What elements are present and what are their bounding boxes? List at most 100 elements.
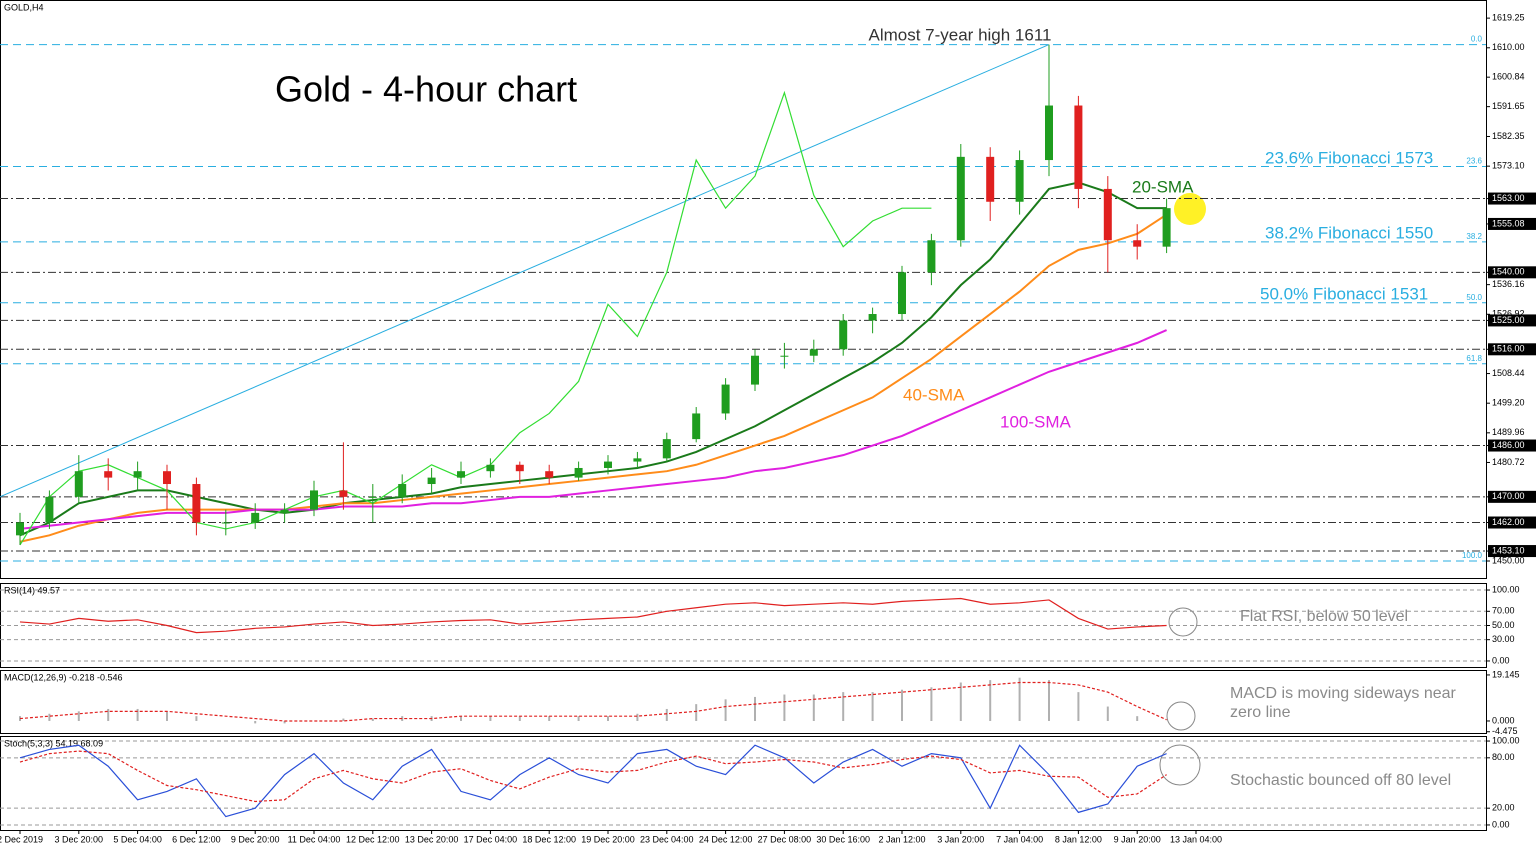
annotation: Almost 7-year high 1611 [868, 25, 1051, 44]
x-tick-label: 9 Dec 20:00 [231, 834, 280, 844]
annotation: MACD is moving sideways near zero line [1230, 685, 1456, 721]
y-tick-label: 1573.10 [1492, 161, 1525, 171]
candle-body [809, 349, 818, 356]
histogram-bar [989, 680, 992, 721]
x-tick-label: 3 Dec 20:00 [55, 834, 104, 844]
y-tick-label: 1582.35 [1492, 131, 1525, 141]
x-tick-label: 2 Jan 12:00 [878, 834, 925, 844]
y-tick-label: 80.00 [1492, 752, 1515, 762]
y-tick-label: 1600.84 [1492, 72, 1525, 82]
candle-body [368, 496, 377, 498]
series-label: 100-SMA [1000, 412, 1072, 431]
price-box [1488, 343, 1536, 356]
main-panel [0, 0, 1487, 579]
histogram-bar [371, 718, 374, 721]
histogram-bar [871, 692, 874, 721]
histogram-bar [489, 716, 492, 721]
candle-body [515, 464, 524, 472]
histogram-bar [77, 711, 80, 721]
candle-body [780, 355, 789, 357]
candle-body [427, 477, 436, 485]
y-tick-label: 1470.00 [1492, 491, 1525, 501]
x-tick-label: 12 Dec 12:00 [346, 834, 400, 844]
y-tick-label: -4.475 [1492, 726, 1518, 736]
histogram-bar [754, 696, 756, 721]
x-tick-label: 17 Dec 04:00 [464, 834, 518, 844]
y-tick-label: 100.00 [1492, 584, 1520, 594]
histogram-bar [930, 687, 933, 721]
x-tick-label: 8 Jan 12:00 [1055, 834, 1102, 844]
histogram-bar [195, 716, 198, 721]
x-tick-label: 18 Dec 12:00 [522, 834, 576, 844]
candle-body [574, 467, 583, 478]
x-tick-label: 24 Dec 12:00 [699, 834, 753, 844]
panel-title: MACD(12,26,9) -0.218 -0.546 [4, 672, 123, 682]
histogram-bar [724, 699, 727, 721]
histogram-bar [342, 718, 345, 721]
candle-body [633, 458, 642, 462]
histogram-bar [136, 708, 139, 721]
fib-label: 61.8 [1466, 354, 1482, 363]
y-tick-label: 1536.16 [1492, 279, 1525, 289]
histogram-bar [783, 694, 786, 721]
stoch-circle [1159, 744, 1201, 786]
candle-body [1074, 105, 1083, 189]
candle-body [1045, 105, 1053, 161]
histogram-bar [460, 716, 462, 721]
panel-title: GOLD,H4 [4, 2, 44, 12]
x-tick-label: 30 Dec 16:00 [816, 834, 870, 844]
y-tick-label: 1453.10 [1492, 545, 1525, 555]
y-tick-label: 1526.92 [1492, 309, 1525, 319]
candle-body [692, 413, 701, 440]
histogram-bar [1048, 680, 1050, 721]
candle-body [898, 272, 906, 315]
y-tick-label: 1499.20 [1492, 398, 1525, 408]
fib-label: 38.2 [1466, 232, 1482, 241]
candle-body [662, 439, 671, 459]
fib-label: 23.6 [1466, 157, 1482, 166]
annotation: Flat RSI, below 50 level [1240, 608, 1409, 625]
y-tick-label: 1540.00 [1492, 267, 1525, 277]
x-tick-label: 23 Dec 04:00 [640, 834, 694, 844]
histogram-bar [1077, 692, 1080, 721]
y-tick-label: 1610.00 [1492, 42, 1525, 52]
candle-body [486, 464, 495, 472]
highlight-circle [1174, 193, 1206, 225]
y-tick-label: 0.000 [1492, 715, 1515, 725]
y-tick-label: 20.00 [1492, 803, 1515, 813]
series-line [19, 181, 1167, 537]
trendline [0, 44, 1050, 498]
histogram-bar [1018, 677, 1021, 721]
x-tick-label: 2 Dec 2019 [0, 834, 43, 844]
x-tick-label: 9 Jan 20:00 [1114, 834, 1161, 844]
macd-panel [0, 670, 1487, 734]
histogram-bar [548, 716, 551, 721]
y-tick-label: 1486.00 [1492, 440, 1525, 450]
annotation: 38.2% Fibonacci 1550 [1265, 223, 1433, 242]
histogram-bar [959, 682, 962, 721]
fib-label: 50.0 [1466, 293, 1482, 302]
histogram-bar [665, 708, 668, 721]
price-box [1488, 192, 1536, 205]
candle-body [74, 471, 83, 497]
fib-label: 0.0 [1471, 35, 1483, 44]
histogram-bar [166, 711, 168, 721]
candle-body [45, 496, 54, 523]
price-box [1488, 490, 1536, 503]
candle-body [339, 490, 348, 497]
candle-body [604, 461, 612, 468]
y-tick-label: 1555.08 [1492, 218, 1525, 228]
series-line [19, 90, 932, 546]
candle-body [251, 512, 260, 523]
y-tick-label: 100.00 [1492, 735, 1520, 745]
candle-body [1103, 188, 1112, 241]
histogram-bar [1106, 706, 1109, 721]
histogram-bar [283, 720, 286, 724]
x-tick-label: 7 Jan 04:00 [996, 834, 1043, 844]
candle-body [163, 471, 171, 485]
candle-body [457, 471, 465, 478]
candle-body [751, 355, 759, 385]
candle-body [956, 156, 965, 241]
candle-body [839, 320, 848, 350]
